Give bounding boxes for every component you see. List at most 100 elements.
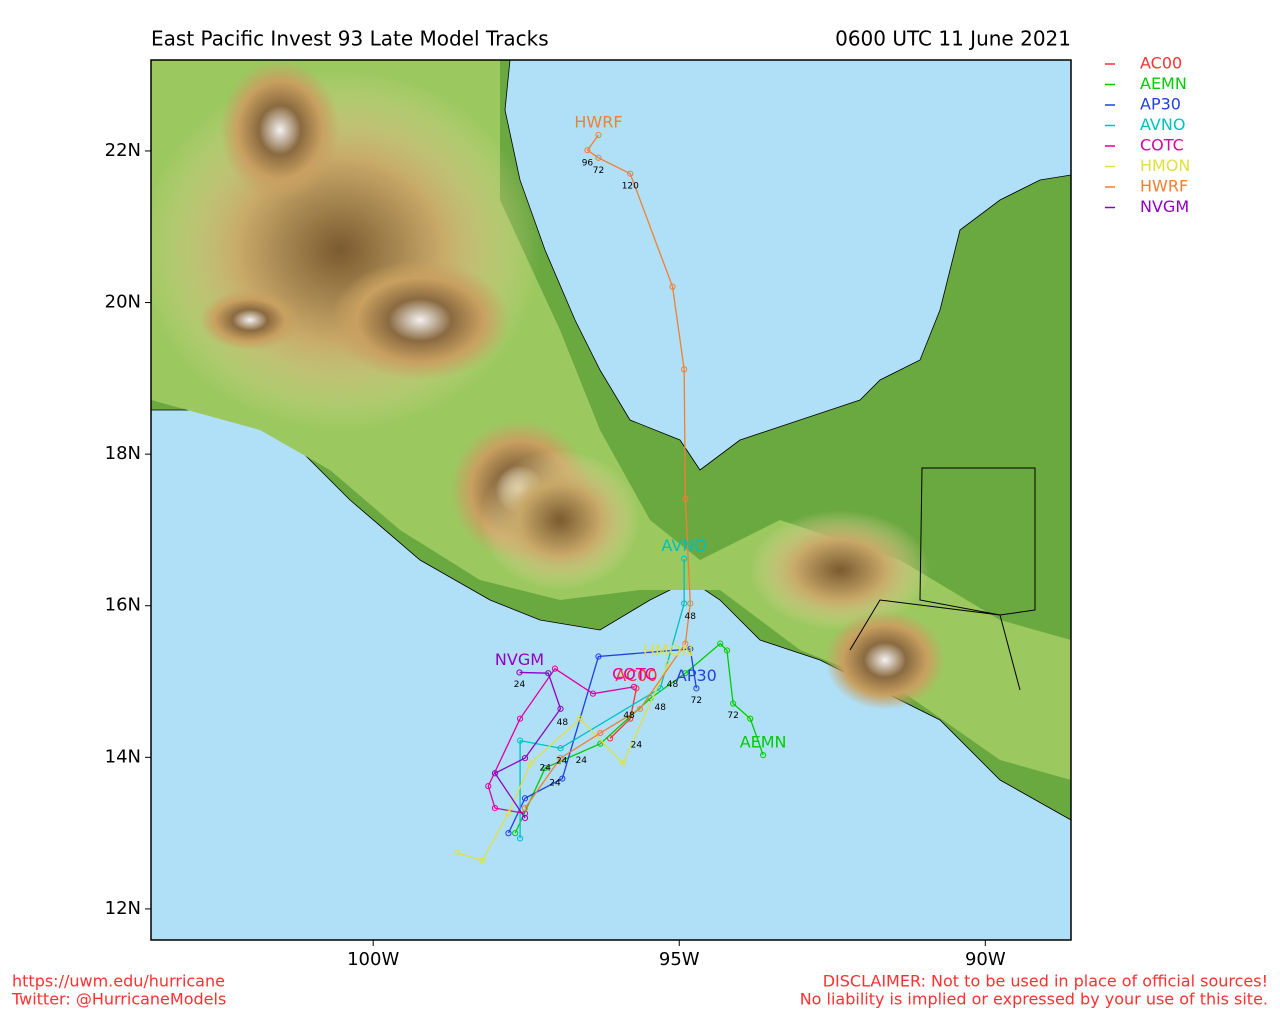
track-point: [505, 830, 512, 837]
hour-label: 96: [582, 159, 594, 169]
track-point: [665, 660, 672, 667]
highland: [825, 610, 945, 710]
track-point: [491, 805, 499, 812]
hour-label: 24: [539, 763, 551, 773]
track-line: [507, 648, 698, 834]
track-point: [681, 366, 688, 373]
track-point: [491, 770, 499, 777]
x-tick-label: 95W: [659, 949, 700, 970]
footer-link: https://uwm.edu/hurricane: [12, 972, 225, 991]
track-line: [519, 558, 685, 839]
track-point: [557, 705, 564, 712]
track-point: [627, 170, 634, 177]
track-point: [485, 783, 492, 790]
hour-label: 48: [557, 718, 569, 728]
legend-label: HWRF: [1140, 177, 1188, 196]
track-point: [682, 495, 689, 502]
track-point: [747, 715, 754, 722]
legend-label: AVNO: [1140, 115, 1185, 134]
track-point: [619, 760, 627, 767]
hour-label: 24: [576, 756, 588, 766]
y-tick-label: 22N: [105, 140, 141, 161]
hour-label: 24: [631, 741, 643, 751]
x-tick-label: 100W: [347, 949, 399, 970]
track-point: [597, 740, 604, 747]
track-point: [682, 640, 689, 647]
legend-label: NVGM: [1140, 197, 1189, 216]
track-point: [521, 805, 529, 812]
track-point: [521, 754, 529, 762]
track-point: [516, 669, 523, 676]
x-tick-label: 90W: [965, 949, 1006, 970]
track-point: [681, 600, 688, 607]
legend-label: COTC: [1140, 136, 1184, 155]
track-label: AVNO: [661, 536, 706, 555]
track-point: [760, 751, 767, 759]
track-point: [693, 685, 700, 692]
legend-label: AEMN: [1140, 74, 1187, 93]
track-label: HMON: [643, 641, 693, 660]
hour-label: 48: [655, 703, 667, 713]
track-point: [595, 131, 602, 139]
chart-title: East Pacific Invest 93 Late Model Tracks: [151, 27, 549, 51]
hour-label: 72: [727, 711, 738, 721]
hour-label: 48: [667, 680, 679, 690]
track-point: [527, 760, 534, 767]
legend-label: AC00: [1140, 54, 1182, 73]
track-point: [682, 670, 689, 677]
track-point: [584, 147, 591, 154]
track-point: [687, 645, 694, 653]
track-point: [559, 775, 566, 782]
y-tick-label: 20N: [105, 292, 141, 313]
track-point: [681, 555, 688, 562]
highland: [200, 290, 300, 350]
hour-label: 72: [593, 166, 604, 176]
track-point: [542, 764, 549, 772]
hour-label: 120: [622, 181, 639, 191]
plot-frame: [150, 59, 1072, 941]
hour-label: 24: [556, 757, 568, 767]
disclaimer: No liability is implied or expressed by …: [800, 990, 1268, 1009]
track-point: [589, 690, 597, 697]
track-point: [657, 685, 664, 692]
track-point: [512, 830, 519, 837]
track-label: COTC: [612, 664, 656, 683]
legend-label: AP30: [1140, 95, 1181, 114]
track-point: [730, 700, 737, 707]
basemap: [151, 60, 1071, 940]
track-point: [557, 754, 564, 762]
chart-subtitle: 0600 UTC 11 June 2021: [835, 27, 1071, 51]
track-label: AP30: [676, 666, 717, 685]
track-line: [487, 667, 635, 815]
track-point: [597, 729, 604, 737]
track-point: [521, 795, 529, 802]
highland: [480, 450, 640, 590]
track-point: [517, 715, 524, 722]
track-point: [576, 715, 584, 722]
y-tick-label: 18N: [105, 443, 141, 464]
hour-label: 72: [691, 696, 702, 706]
track-label: HWRF: [574, 113, 622, 132]
highland: [330, 260, 510, 380]
highland: [151, 70, 540, 430]
track-point: [630, 683, 638, 690]
hour-label: 48: [685, 612, 697, 622]
track-point: [595, 154, 602, 161]
track-label: AEMN: [740, 733, 787, 752]
hour-label: 24: [514, 680, 526, 690]
track-point: [517, 737, 524, 744]
hour-label: 48: [623, 711, 635, 721]
track-line: [456, 663, 669, 862]
y-tick-label: 12N: [105, 898, 141, 919]
track-point: [545, 670, 552, 677]
track-line: [609, 688, 638, 739]
track-point: [557, 745, 564, 752]
footer-twitter: Twitter: @HurricaneModels: [11, 990, 226, 1009]
track-point: [669, 283, 676, 290]
track-point: [521, 814, 529, 822]
highland: [750, 510, 930, 630]
track-point: [606, 735, 614, 742]
legend-label: HMON: [1140, 156, 1190, 175]
track-point: [517, 835, 524, 842]
